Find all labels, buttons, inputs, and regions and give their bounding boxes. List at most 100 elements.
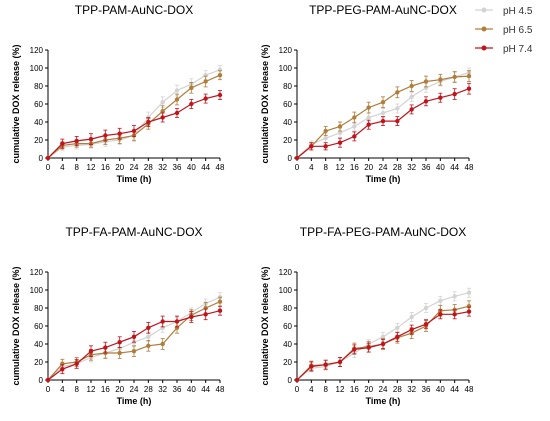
x-tick-label: 40 xyxy=(187,385,196,394)
chart-title: TPP-FA-PEG-PAM-AuNC-DOX xyxy=(300,225,466,239)
x-tick-label: 28 xyxy=(144,163,153,172)
data-point xyxy=(366,105,371,110)
x-tick-label: 44 xyxy=(450,385,459,394)
legend: pH 4.5 pH 6.5 pH 7.4 xyxy=(475,6,533,55)
y-axis-label: cumulative DOX release (%) xyxy=(260,44,270,163)
data-point xyxy=(395,334,400,339)
data-point xyxy=(337,359,343,365)
data-point xyxy=(217,92,223,98)
x-tick-label: 40 xyxy=(436,385,445,394)
x-tick-label: 28 xyxy=(393,385,402,394)
y-tick-label: 20 xyxy=(34,358,43,367)
data-point xyxy=(352,124,357,129)
data-point xyxy=(131,349,137,354)
series-ph-7-4 xyxy=(294,306,472,383)
x-tick-label: 12 xyxy=(87,385,96,394)
x-tick-label: 12 xyxy=(87,163,96,172)
x-axis-label: Time (h) xyxy=(117,396,152,406)
data-point xyxy=(74,138,79,144)
data-point xyxy=(466,73,472,79)
chart-title: TPP-FA-PAM-AuNC-DOX xyxy=(65,225,202,239)
legend-marker xyxy=(481,45,487,51)
data-point xyxy=(203,96,208,101)
data-point xyxy=(423,305,429,311)
legend-item: pH 6.5 xyxy=(475,25,533,36)
y-tick-label: 20 xyxy=(283,358,292,367)
y-tick-label: 80 xyxy=(34,82,43,91)
x-tick-label: 20 xyxy=(115,163,124,172)
x-tick-label: 36 xyxy=(422,385,431,394)
x-tick-label: 20 xyxy=(364,385,373,394)
data-point xyxy=(160,341,165,347)
x-tick-label: 48 xyxy=(216,385,225,394)
data-point xyxy=(117,131,122,136)
data-point xyxy=(45,155,51,161)
data-point xyxy=(217,73,223,78)
legend-marker xyxy=(481,26,487,32)
x-tick-label: 12 xyxy=(336,385,345,394)
y-axis-label: cumulative DOX release (%) xyxy=(11,44,21,163)
y-tick-label: 40 xyxy=(283,340,292,349)
x-tick-label: 44 xyxy=(201,385,210,394)
data-point xyxy=(146,334,151,339)
data-point xyxy=(380,110,386,116)
data-point xyxy=(337,124,343,129)
data-point xyxy=(409,314,414,320)
y-tick-label: 80 xyxy=(283,304,292,313)
legend-item: pH 7.4 xyxy=(475,44,533,55)
y-tick-label: 60 xyxy=(283,100,292,109)
y-tick-label: 0 xyxy=(39,154,44,163)
data-point xyxy=(189,85,194,91)
x-tick-label: 8 xyxy=(323,163,328,172)
x-tick-label: 20 xyxy=(115,385,124,394)
data-point xyxy=(395,90,400,95)
data-point xyxy=(45,377,51,383)
x-tick-label: 8 xyxy=(74,385,79,394)
data-point xyxy=(74,361,79,366)
data-point xyxy=(380,341,386,347)
data-point xyxy=(438,298,443,303)
data-point xyxy=(323,128,328,134)
y-tick-label: 20 xyxy=(34,136,43,145)
data-point xyxy=(452,74,457,80)
x-tick-label: 48 xyxy=(216,163,225,172)
data-point xyxy=(160,115,165,120)
data-point xyxy=(117,340,122,345)
data-point xyxy=(409,94,414,100)
x-axis-label: Time (h) xyxy=(366,396,401,406)
data-point xyxy=(117,350,122,356)
data-point xyxy=(366,115,371,120)
x-tick-label: 28 xyxy=(144,385,153,394)
x-tick-label: 8 xyxy=(323,385,328,394)
data-point xyxy=(466,309,472,314)
data-point xyxy=(352,115,357,120)
data-point xyxy=(160,319,165,324)
x-tick-label: 32 xyxy=(407,163,416,172)
y-tick-label: 120 xyxy=(30,268,44,277)
x-tick-label: 16 xyxy=(350,163,359,172)
data-point xyxy=(174,97,180,102)
x-axis-label: Time (h) xyxy=(117,174,152,184)
data-point xyxy=(352,134,357,139)
data-point xyxy=(366,122,371,127)
x-tick-label: 28 xyxy=(393,163,402,172)
y-tick-label: 40 xyxy=(34,118,43,127)
data-point xyxy=(146,325,151,330)
y-tick-label: 100 xyxy=(279,286,293,295)
x-tick-label: 20 xyxy=(364,163,373,172)
y-tick-label: 120 xyxy=(279,268,293,277)
y-tick-label: 40 xyxy=(283,118,292,127)
chart-title: TPP-PAM-AuNC-DOX xyxy=(75,3,193,17)
y-axis-label: cumulative DOX release (%) xyxy=(260,266,270,385)
data-point xyxy=(423,322,429,327)
x-tick-label: 48 xyxy=(465,163,474,172)
data-point xyxy=(337,130,343,135)
x-tick-label: 4 xyxy=(60,163,65,172)
data-point xyxy=(203,312,208,317)
x-tick-label: 0 xyxy=(46,385,51,394)
